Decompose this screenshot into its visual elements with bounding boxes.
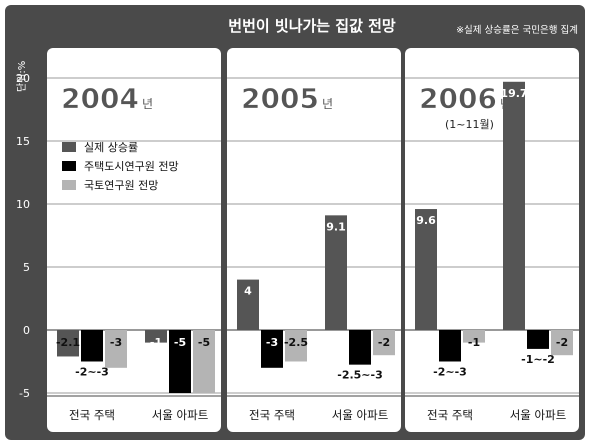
bar bbox=[373, 330, 395, 356]
legend-label: 국토연구원 전망 bbox=[84, 179, 158, 192]
category-label: 서울 아파트 bbox=[152, 408, 209, 422]
year-number: 2004 bbox=[61, 82, 139, 115]
panel-period-label: (1~11월) bbox=[445, 118, 494, 131]
category-label: 전국 주택 bbox=[427, 408, 473, 422]
year-suffix: 년 bbox=[142, 97, 153, 111]
y-tick-label: -5 bbox=[19, 387, 30, 400]
y-tick-label: 5 bbox=[23, 261, 30, 274]
bar bbox=[145, 330, 167, 343]
bar bbox=[237, 279, 259, 330]
data-label: 9.6 bbox=[416, 214, 436, 227]
year-number: 2005 bbox=[241, 82, 319, 115]
bar bbox=[463, 330, 485, 343]
data-label: -3 bbox=[110, 336, 122, 349]
bar bbox=[527, 330, 549, 349]
data-label: -1 bbox=[468, 336, 480, 349]
data-label: -2 bbox=[556, 336, 568, 349]
legend-swatch bbox=[62, 180, 76, 190]
y-tick-label: 0 bbox=[23, 324, 30, 337]
category-label: 전국 주택 bbox=[249, 408, 295, 422]
bar bbox=[349, 330, 371, 365]
year-suffix: 년 bbox=[322, 97, 333, 111]
y-tick-label: 10 bbox=[16, 198, 30, 211]
y-tick-label: 15 bbox=[16, 135, 30, 148]
bar bbox=[285, 330, 307, 362]
chart-title: 번번이 빗나가는 집값 전망 bbox=[228, 17, 396, 35]
category-label: 전국 주택 bbox=[69, 408, 115, 422]
data-label: 19.7 bbox=[500, 87, 527, 100]
data-label: -3 bbox=[266, 336, 278, 349]
bar bbox=[325, 215, 347, 330]
data-label: -5 bbox=[174, 336, 186, 349]
data-label: -2.5~-3 bbox=[337, 369, 383, 382]
bar bbox=[439, 330, 461, 362]
bar bbox=[57, 330, 79, 357]
data-label: -5 bbox=[198, 336, 210, 349]
unit-label: 단위:% bbox=[15, 61, 28, 92]
legend-swatch bbox=[62, 142, 76, 152]
year-number: 2006 bbox=[419, 82, 497, 115]
bar bbox=[261, 330, 283, 368]
bar bbox=[169, 330, 191, 393]
y-axis: 20 15 10 5 0 -5 bbox=[16, 72, 30, 400]
bar bbox=[193, 330, 215, 393]
bar bbox=[415, 209, 437, 330]
y-tick-label: 20 bbox=[16, 72, 30, 85]
data-label: -1 bbox=[150, 336, 162, 349]
bar bbox=[105, 330, 127, 368]
data-label: 9.1 bbox=[326, 220, 346, 233]
bar bbox=[551, 330, 573, 356]
bar bbox=[81, 330, 103, 362]
category-label: 서울 아파트 bbox=[510, 408, 567, 422]
source-note: ※실제 상승률은 국민은행 집계 bbox=[456, 24, 578, 36]
panel-2006: 2006년 (1~11월) 전국 주택 9.6 -2~-3 -1 서울 아파트 19.7 -1~… bbox=[405, 48, 579, 432]
data-label: -2.1 bbox=[56, 336, 80, 349]
data-label: -2 bbox=[378, 336, 390, 349]
data-label: 4 bbox=[244, 285, 252, 298]
legend-label: 주택도시연구원 전망 bbox=[84, 160, 179, 173]
panel-year-label: 2005 년 bbox=[241, 82, 333, 115]
panel-year-label: 2004 년 bbox=[61, 82, 153, 115]
data-label: -2~-3 bbox=[75, 366, 109, 379]
bar bbox=[503, 81, 525, 330]
panel-2004: 2004 년전국 주택 -2.1 -2~-3 -3 서울 아파트 -1 -5 -5 bbox=[47, 48, 221, 432]
panel-2005: 2005 년전국 주택 4 -3 -2.5 서울 아파트 9.1 -2.5~-3 -2 bbox=[227, 48, 401, 432]
category-label: 서울 아파트 bbox=[332, 408, 389, 422]
legend-swatch bbox=[62, 161, 76, 171]
data-label: -1~-2 bbox=[521, 353, 555, 366]
data-label: -2~-3 bbox=[433, 366, 467, 379]
legend-label: 실제 상승률 bbox=[84, 141, 138, 154]
data-label: -2.5 bbox=[284, 336, 308, 349]
panel-year-label: 2006년 bbox=[419, 82, 511, 115]
